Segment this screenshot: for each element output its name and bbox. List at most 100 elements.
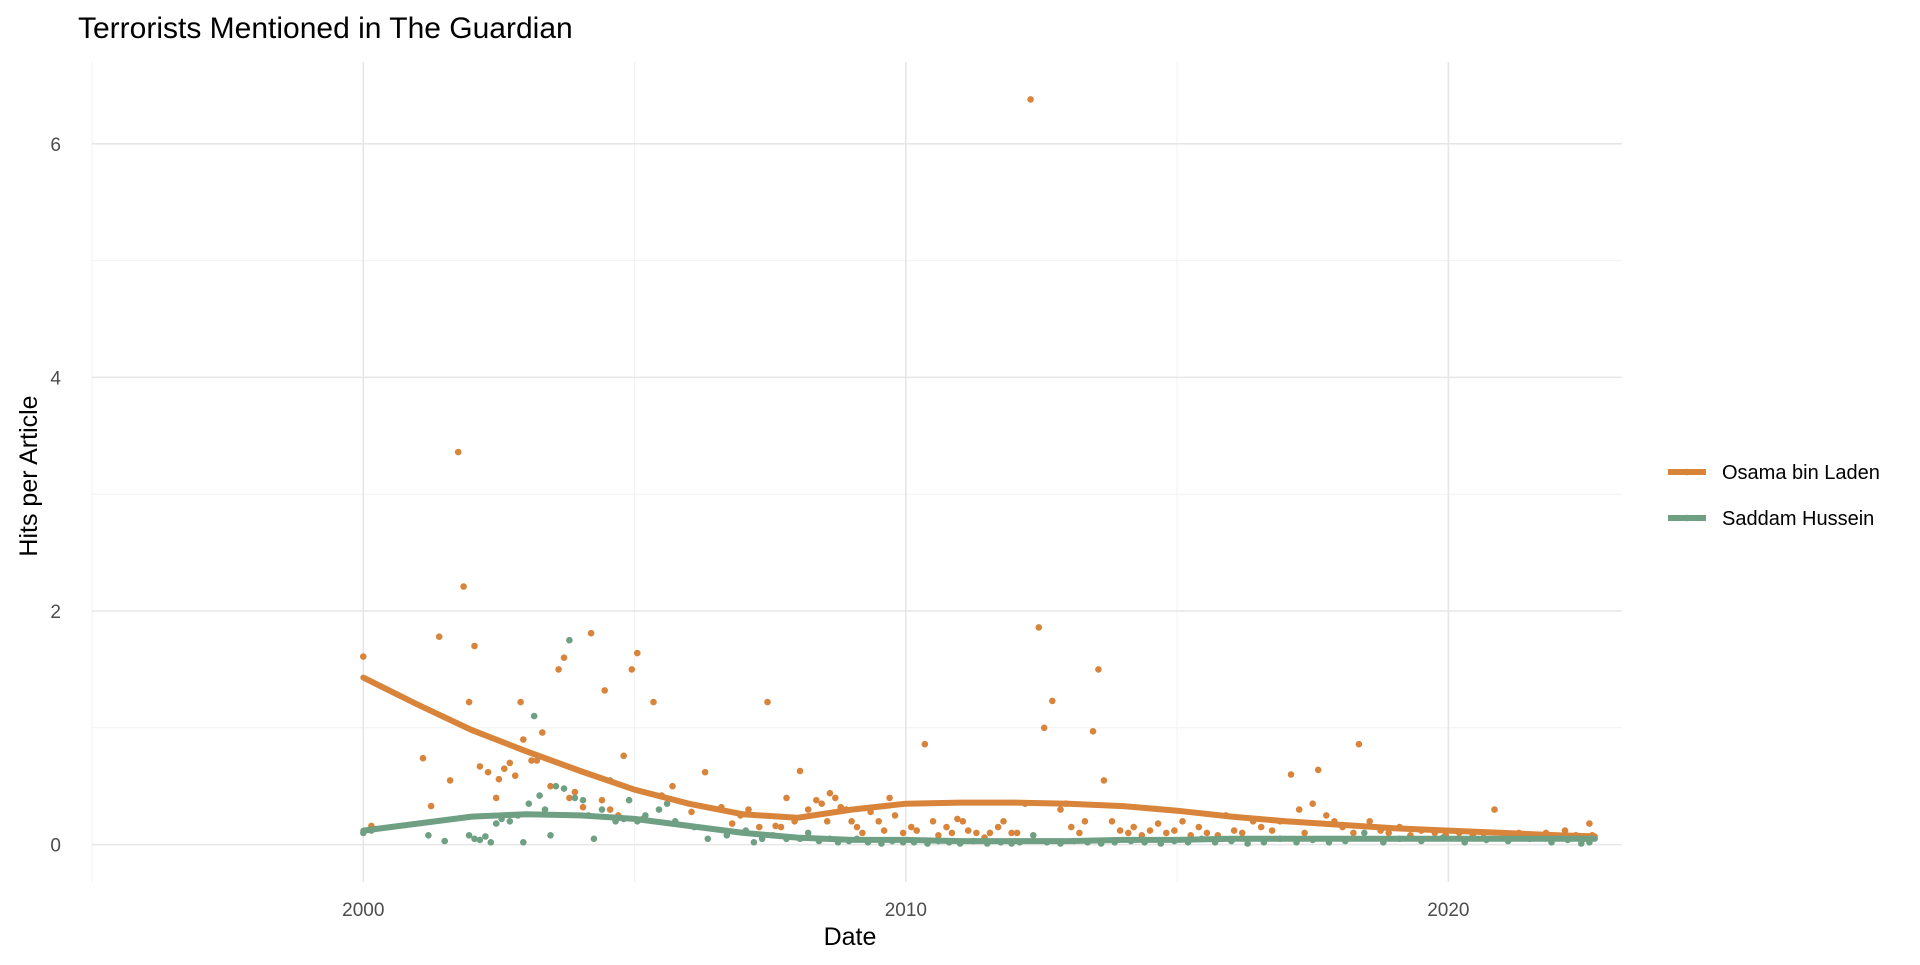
osama-bin-laden-point [1049,697,1056,705]
osama-bin-laden-point [1586,820,1593,827]
osama-bin-laden-point [1100,777,1108,784]
saddam-hussein-point [506,818,514,825]
osama-bin-laden-point [1301,829,1308,837]
saddam-hussein-point [471,835,478,843]
osama-bin-laden-point [484,768,492,776]
saddam-hussein-point [642,812,649,819]
saddam-hussein-point [476,836,484,844]
osama-bin-laden-point [517,698,524,706]
osama-bin-laden-point [1491,806,1498,813]
saddam-hussein-point [530,712,538,720]
osama-bin-laden-point [1268,827,1276,834]
osama-bin-laden-point [1309,800,1316,807]
saddam-hussein-point [1244,840,1251,847]
osama-bin-laden-legend-label: Osama bin Laden [1722,462,1880,484]
osama-bin-laden-point [1013,829,1021,837]
saddam-hussein-legend-label: Saddam Hussein [1722,508,1874,530]
x-tick-label: 2000 [342,900,384,921]
osama-bin-laden-point [628,666,636,673]
saddam-hussein-point [804,829,812,837]
x-tick-label: 2010 [885,900,927,921]
osama-bin-laden-point [1295,806,1303,813]
saddam-hussein-legend-dot [1683,514,1691,522]
osama-bin-laden-point [1027,96,1034,103]
saddam-hussein-point [552,782,560,790]
osama-bin-laden-point [1089,728,1097,735]
osama-bin-laden-point [728,820,736,827]
osama-bin-laden-point [471,642,478,650]
saddam-hussein-point [590,835,598,843]
osama-bin-laden-point [1355,740,1363,748]
y-tick-label: 2 [50,602,61,623]
osama-bin-laden-point [446,777,454,784]
osama-bin-laden-point [859,829,866,837]
osama-bin-laden-point [1068,823,1075,831]
osama-bin-laden-point [777,823,785,831]
osama-bin-laden-point [1385,829,1392,837]
osama-bin-laden-point [555,666,562,673]
legend: Osama bin Laden Saddam Hussein [1668,462,1880,530]
y-axis-title: Hits per Article [15,395,43,556]
osama-bin-laden-point [601,687,608,694]
osama-bin-laden-point [764,698,771,706]
osama-bin-laden-point [1366,818,1373,825]
osama-bin-laden-point [688,808,695,816]
saddam-hussein-point [465,832,473,839]
osama-bin-laden-point [880,827,888,834]
osama-bin-laden-point [476,763,484,770]
osama-bin-laden-point [756,823,763,831]
osama-bin-laden-point [959,818,967,825]
osama-bin-laden-point [606,806,614,813]
osama-bin-laden-point [973,829,980,837]
osama-bin-laden-point [921,740,929,748]
osama-bin-laden-point [848,818,855,825]
osama-bin-laden-point [826,789,834,797]
osama-bin-laden-point [913,827,920,834]
osama-bin-laden-point [1125,829,1132,837]
saddam-hussein-point [425,832,432,839]
osama-bin-laden-point [908,823,915,831]
y-tick-label: 6 [50,135,61,156]
saddam-hussein-point [487,839,495,846]
osama-bin-laden-point [1287,771,1295,778]
osama-bin-laden-point [1081,818,1089,825]
osama-bin-laden-point [495,775,503,783]
osama-bin-laden-point [465,698,473,706]
osama-bin-laden-point [943,823,950,831]
chart-title: Terrorists Mentioned in The Guardian [78,12,573,45]
saddam-hussein-point [525,800,533,807]
y-tick-label: 4 [50,368,61,389]
saddam-hussein-point [571,794,579,802]
osama-bin-laden-point [804,806,812,813]
saddam-hussein-point [560,785,568,792]
osama-bin-laden-point [832,794,839,802]
data-points [360,96,1596,847]
osama-bin-laden-point [813,796,820,804]
osama-bin-laden-point [796,767,804,775]
osama-bin-laden-point [772,822,779,830]
osama-bin-laden-point [520,736,527,743]
osama-bin-laden-point [1230,827,1238,834]
osama-bin-laden-point [1057,806,1064,813]
saddam-hussein-point [520,839,527,846]
osama-bin-laden-point [1179,818,1186,825]
osama-bin-laden-point [435,633,443,640]
saddam-hussein-point [579,796,587,804]
osama-bin-laden-point [1076,829,1083,837]
saddam-hussein-point [1030,832,1037,839]
saddam-hussein-point [547,832,554,839]
saddam-hussein-point [441,837,449,845]
x-axis-title: Date [824,923,877,951]
osama-bin-laden-point [511,772,519,779]
osama-bin-laden-point [528,757,535,764]
osama-bin-laden-point [560,654,568,661]
osama-bin-laden-point [419,754,427,762]
osama-bin-laden-point [506,759,514,767]
osama-bin-laden-point [954,815,961,823]
osama-bin-laden-point [1163,829,1170,837]
osama-bin-laden-point [1130,823,1137,831]
saddam-hussein-point [482,833,489,840]
saddam-hussein-point [750,839,758,846]
